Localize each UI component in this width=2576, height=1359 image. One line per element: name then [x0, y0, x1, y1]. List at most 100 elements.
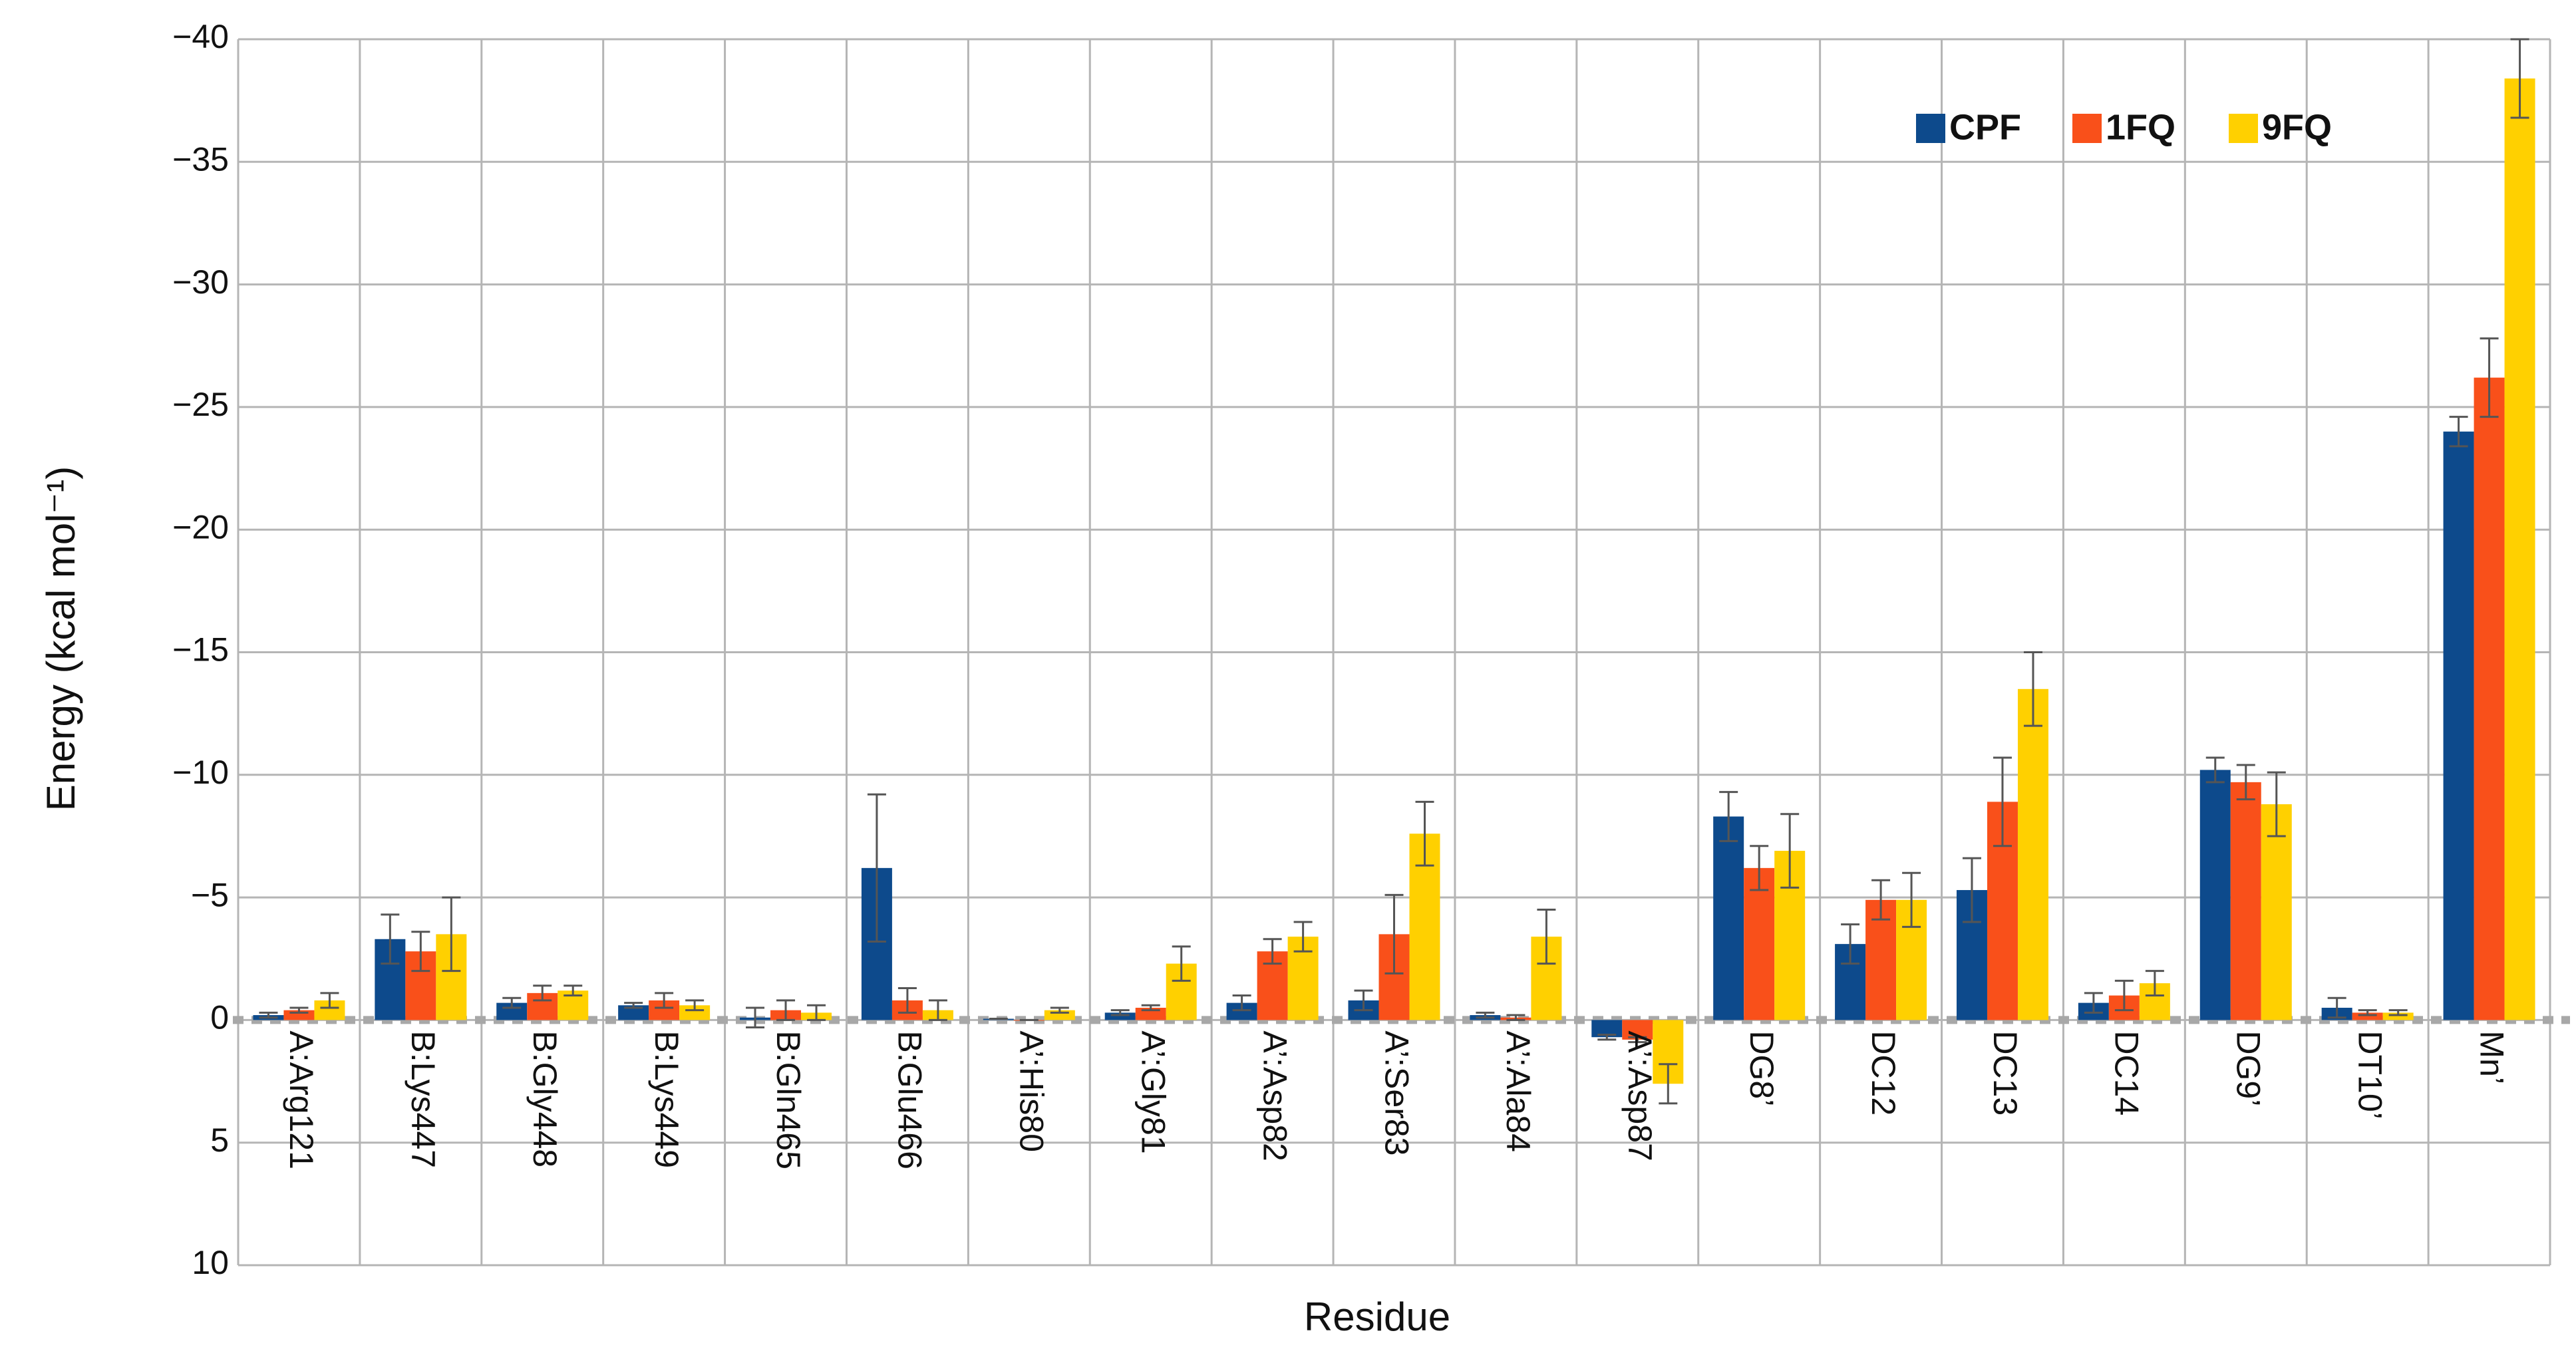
- x-tick-label: A’:Asp82: [1256, 1030, 1293, 1161]
- error-bar: [2388, 1009, 2408, 1016]
- error-bar: [2114, 979, 2134, 1012]
- error-bar: [1263, 938, 1282, 965]
- bar: [1713, 816, 1744, 1020]
- bar: [2352, 1012, 2383, 1020]
- x-tick-label: DG8’: [1743, 1030, 1780, 1106]
- error-bar: [289, 1006, 309, 1014]
- error-bar: [320, 992, 339, 1009]
- y-tick-label: −35: [172, 141, 229, 178]
- x-tick-label: A:Arg121: [283, 1030, 320, 1169]
- legend-swatch: [2072, 114, 2102, 143]
- error-bar: [564, 984, 583, 997]
- error-bar: [1962, 857, 1981, 923]
- error-bar: [1902, 871, 1921, 928]
- x-tick-label: B:Lys447: [404, 1030, 442, 1168]
- x-tick-label: A’:His80: [1013, 1030, 1050, 1151]
- x-tick-label: DC12: [1865, 1030, 1902, 1116]
- x-tick-label: B:Gly448: [526, 1030, 564, 1167]
- y-tick-label: −15: [172, 631, 229, 669]
- y-tick-label: −30: [172, 263, 229, 301]
- legend: CPF 1FQ 9FQ: [1916, 107, 2332, 147]
- error-bar: [1293, 921, 1313, 953]
- error-bar: [1993, 756, 2012, 847]
- error-bar: [2327, 996, 2346, 1019]
- error-bar: [1780, 813, 1800, 889]
- legend-label: 9FQ: [2262, 107, 2332, 147]
- error-bar: [2480, 337, 2499, 418]
- x-tick-label: B:Lys449: [648, 1030, 685, 1168]
- y-tick-label: −25: [172, 386, 229, 423]
- error-bar: [2267, 771, 2286, 837]
- error-bar: [1597, 1034, 1617, 1041]
- bar: [2504, 78, 2535, 1020]
- error-bar: [928, 999, 947, 1021]
- error-bar: [1384, 893, 1404, 975]
- x-tick-label: A’:Ser83: [1378, 1030, 1415, 1155]
- y-tick-label: −10: [172, 754, 229, 791]
- y-tick-label: 5: [210, 1122, 229, 1159]
- x-tick-label: B:Gln465: [770, 1030, 807, 1169]
- error-bar: [655, 992, 674, 1009]
- error-bar: [1415, 800, 1434, 867]
- error-bar: [411, 931, 430, 973]
- error-bar: [259, 1011, 278, 1019]
- error-bar: [2236, 764, 2255, 801]
- bar: [618, 1005, 649, 1020]
- error-bar: [2205, 756, 2225, 784]
- x-tick-label: A’:Gly81: [1135, 1030, 1172, 1153]
- error-bar: [2023, 651, 2042, 727]
- y-tick-label: 10: [192, 1244, 229, 1281]
- bar: [2261, 804, 2292, 1020]
- error-bar: [1050, 1006, 1069, 1014]
- error-bar: [381, 913, 400, 965]
- error-bar: [533, 984, 552, 1002]
- x-tick-label: DT10’: [2351, 1030, 2388, 1119]
- error-bar: [1871, 879, 1891, 921]
- bar: [1104, 1012, 1136, 1020]
- y-tick-label: −5: [191, 876, 229, 913]
- error-bar: [1750, 845, 1769, 891]
- bar: [2443, 431, 2474, 1020]
- error-bar: [1354, 989, 1373, 1012]
- error-bar: [1659, 1063, 1678, 1105]
- x-tick-label: DC13: [1987, 1030, 2024, 1116]
- error-bar: [1110, 1009, 1130, 1016]
- y-tick-label: −40: [172, 18, 229, 55]
- error-bar: [624, 1002, 643, 1009]
- error-bar: [685, 999, 705, 1012]
- error-bar: [1841, 923, 1860, 965]
- error-bar: [746, 1006, 765, 1028]
- bar: [1744, 867, 1775, 1020]
- x-tick-label: A’:Asp87: [1621, 1030, 1659, 1161]
- bar: [2199, 770, 2231, 1020]
- error-bar: [2358, 1009, 2377, 1016]
- y-axis-title: Energy (kcal mol⁻¹): [39, 466, 83, 811]
- error-bar: [2449, 416, 2468, 448]
- y-tick-label: 0: [210, 999, 229, 1036]
- bar: [2382, 1012, 2414, 1020]
- bar: [2230, 782, 2261, 1020]
- error-bar: [1232, 994, 1251, 1012]
- error-bar: [2510, 38, 2529, 119]
- x-tick-label: B:Glu466: [891, 1030, 929, 1169]
- x-tick-label: DC14: [2108, 1030, 2146, 1116]
- x-tick-label: A’:Ala84: [1500, 1030, 1537, 1152]
- error-bar: [776, 999, 796, 1021]
- bar: [2474, 377, 2505, 1020]
- legend-swatch: [1916, 114, 1945, 143]
- error-bar: [2084, 992, 2103, 1014]
- error-bar: [1172, 945, 1191, 982]
- error-bar: [1719, 791, 1738, 842]
- error-bar: [897, 986, 917, 1014]
- error-bar: [502, 996, 522, 1009]
- x-tick-label: DG9’: [2230, 1030, 2267, 1106]
- y-tick-label: −20: [172, 508, 229, 545]
- error-bar: [442, 896, 461, 973]
- error-bar: [1506, 1014, 1526, 1021]
- error-bar: [1537, 909, 1556, 965]
- error-bar: [807, 1004, 826, 1021]
- error-bar: [2145, 970, 2164, 997]
- error-bar: [1476, 1011, 1495, 1019]
